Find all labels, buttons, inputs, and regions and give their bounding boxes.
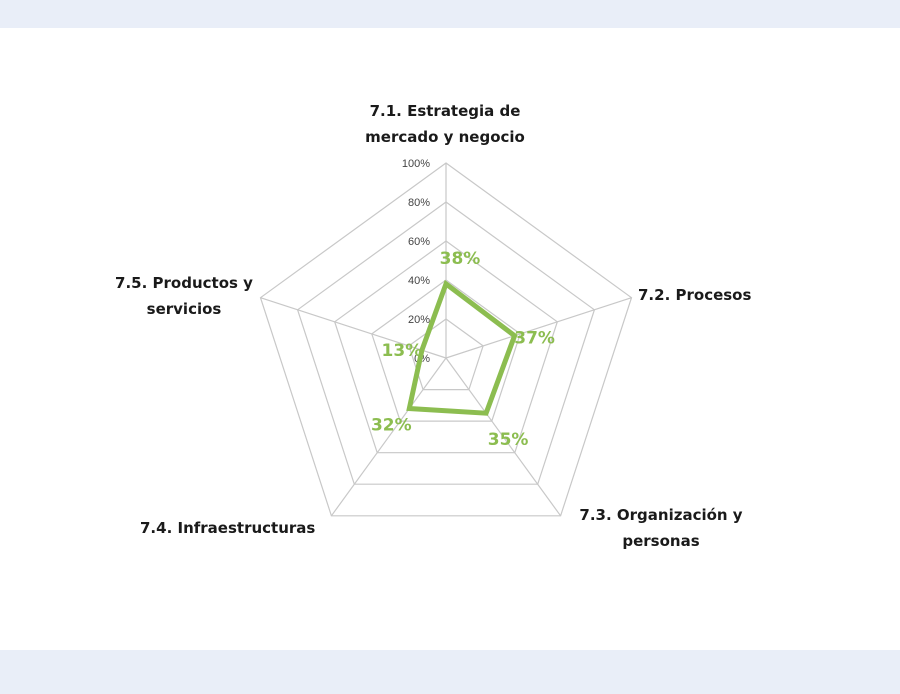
chart-panel: 0% 20% 40% 60% 80% 100% 38% 37% 35% 32% 13% 7.1. E… (0, 28, 900, 650)
axis-label-line: 7.4. Infraestructuras (140, 519, 316, 537)
axis-label-line: 7.5. Productos y (115, 274, 253, 292)
axis-label-strategy: 7.1. Estrategia de mercado y negocio (340, 98, 550, 150)
data-label: 13% (382, 341, 423, 361)
series-line (406, 279, 518, 416)
tick-label: 100% (402, 158, 430, 170)
data-label: 38% (440, 249, 481, 269)
tick-label: 60% (408, 236, 430, 248)
radar-chart: 0%20%40%60%80%100%38%37%35%32%13% (259, 158, 633, 517)
grid-spoke (445, 297, 632, 359)
axis-label-line: 7.1. Estrategia de (369, 102, 521, 120)
grid-ring (408, 318, 484, 391)
grid-ring (296, 201, 596, 485)
tick-label: 40% (408, 275, 430, 287)
grid-spoke (330, 357, 447, 517)
axis-label-infrastructure: 7.4. Infraestructuras (140, 515, 315, 541)
tick-label: 80% (408, 197, 430, 209)
axis-label-line: 7.2. Procesos (638, 286, 752, 304)
axis-label-organization: 7.3. Organización y personas (566, 502, 756, 554)
data-label: 32% (371, 416, 412, 436)
axis-label-products: 7.5. Productos y servicios (94, 270, 274, 322)
axis-label-line: personas (622, 532, 700, 550)
axis-label-line: 7.3. Organización y (579, 506, 743, 524)
data-label: 37% (514, 329, 555, 349)
grid-ring (371, 279, 521, 422)
tick-label: 20% (408, 314, 430, 326)
grid-spoke (260, 297, 447, 359)
axis-label-line: servicios (146, 300, 222, 318)
grid-ring (333, 240, 559, 454)
grid-ring (259, 162, 633, 517)
data-label: 35% (488, 430, 529, 450)
axis-label-processes: 7.2. Procesos (638, 282, 751, 308)
grid-spoke (445, 357, 562, 517)
axis-label-line: mercado y negocio (365, 128, 525, 146)
